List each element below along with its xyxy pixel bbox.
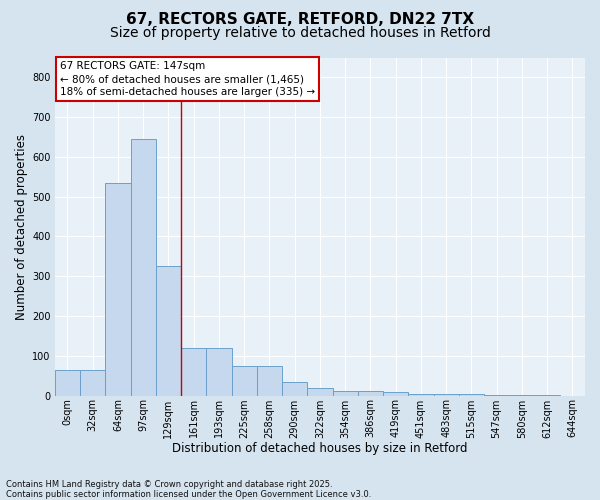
Bar [332,391,358,396]
Bar [156,266,181,396]
Bar [232,366,257,396]
Bar [408,394,434,396]
Bar [257,366,282,396]
Y-axis label: Number of detached properties: Number of detached properties [15,134,28,320]
Bar [181,348,206,396]
Bar [535,395,560,396]
Text: Size of property relative to detached houses in Retford: Size of property relative to detached ho… [110,26,490,40]
Bar [206,348,232,396]
Bar [307,388,332,396]
Bar [434,394,459,396]
Text: 67, RECTORS GATE, RETFORD, DN22 7TX: 67, RECTORS GATE, RETFORD, DN22 7TX [126,12,474,28]
Bar [509,395,535,396]
Bar [80,370,106,396]
Bar [383,392,408,396]
Text: Contains HM Land Registry data © Crown copyright and database right 2025.
Contai: Contains HM Land Registry data © Crown c… [6,480,371,499]
Bar [106,183,131,396]
Bar [55,370,80,396]
X-axis label: Distribution of detached houses by size in Retford: Distribution of detached houses by size … [172,442,467,455]
Bar [131,139,156,396]
Text: 67 RECTORS GATE: 147sqm
← 80% of detached houses are smaller (1,465)
18% of semi: 67 RECTORS GATE: 147sqm ← 80% of detache… [60,61,315,98]
Bar [358,391,383,396]
Bar [459,394,484,396]
Bar [484,395,509,396]
Bar [282,382,307,396]
